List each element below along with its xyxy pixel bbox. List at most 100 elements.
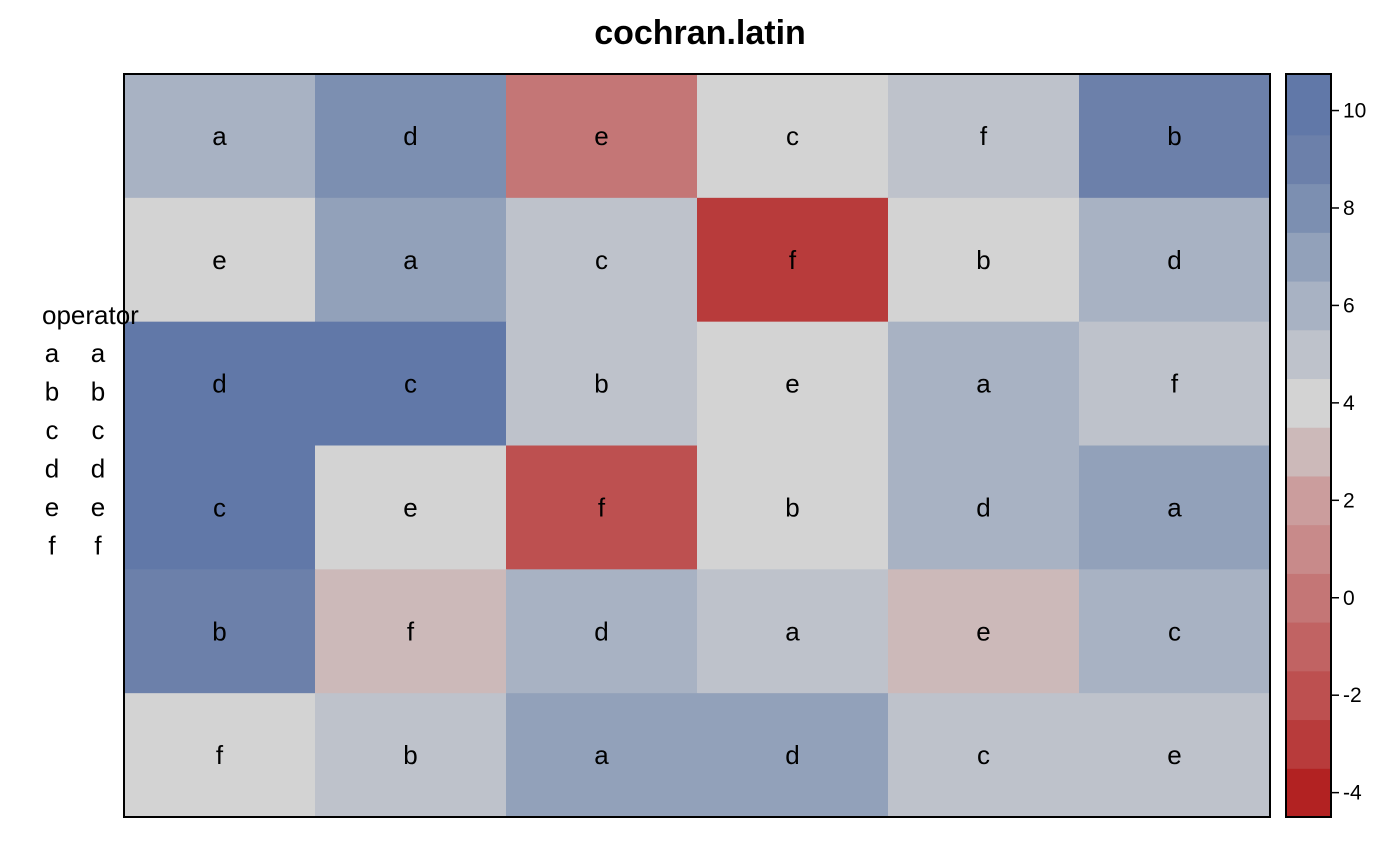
cell-label: b — [976, 245, 990, 275]
cell-label: a — [976, 369, 991, 399]
heatmap-cell — [888, 197, 1080, 323]
heatmap-cell — [888, 445, 1080, 570]
heatmap-cell — [315, 569, 507, 694]
heatmap-cell — [315, 693, 507, 818]
heatmap-cell — [506, 321, 698, 446]
heatmap-cell — [315, 197, 507, 323]
cell-label: a — [785, 616, 800, 646]
heatmap-cell — [697, 74, 889, 199]
colorbar: -4 -2 0 2 4 6 8 10 — [1285, 73, 1366, 818]
cell-label: b — [403, 740, 417, 770]
heatmap-cells: a d e c f b e a c f b d d c b e a f c e f b d a b f d a e c f b a d c e — [124, 74, 1271, 818]
cell-label: b — [785, 492, 799, 522]
heatmap-cell — [506, 569, 698, 694]
legend-value: c — [92, 415, 105, 445]
colorbar-border — [1285, 73, 1332, 818]
cell-label: c — [1168, 616, 1181, 646]
cell-label: d — [594, 616, 608, 646]
heatmap-cell — [506, 197, 698, 323]
heatmap-cell — [506, 74, 698, 199]
cell-label: b — [1167, 121, 1181, 151]
colorbar-segment — [1286, 427, 1331, 477]
cell-label: a — [212, 121, 227, 151]
cell-label: c — [595, 245, 608, 275]
cell-label: c — [786, 121, 799, 151]
cell-label: a — [594, 740, 609, 770]
cell-label: b — [212, 616, 226, 646]
colorbar-segment — [1286, 74, 1331, 136]
legend-key: c — [46, 415, 59, 445]
colorbar-tick-label: 6 — [1343, 294, 1355, 317]
colorbar-segment — [1286, 475, 1331, 526]
cell-label: d — [403, 121, 417, 151]
heatmap-cell — [1079, 569, 1271, 694]
heatmap-cell — [1079, 693, 1271, 818]
colorbar-tick-label: 2 — [1343, 489, 1355, 512]
colorbar-tick-label: 0 — [1343, 587, 1355, 610]
heatmap-cell — [124, 693, 316, 818]
heatmap-cell — [315, 321, 507, 446]
cell-label: c — [977, 740, 990, 770]
cell-label: a — [1167, 492, 1182, 522]
heatmap-cell — [124, 321, 316, 446]
colorbar-tick-label: 4 — [1343, 392, 1355, 415]
operator-legend: operator a ab bc cd de ef f — [42, 300, 139, 561]
colorbar-segment — [1286, 329, 1331, 380]
colorbar-segment — [1286, 378, 1331, 428]
colorbar-tick-label: -4 — [1343, 782, 1362, 805]
colorbar-segment — [1286, 622, 1331, 672]
legend-key: a — [45, 338, 60, 368]
heatmap-cell — [888, 321, 1080, 446]
legend-title: operator — [42, 300, 139, 330]
legend-key: b — [45, 377, 59, 407]
colorbar-segment — [1286, 768, 1331, 818]
legend-value: f — [94, 531, 102, 561]
cell-label: e — [594, 121, 608, 151]
cell-label: f — [980, 121, 988, 151]
colorbar-tick-label: 10 — [1343, 100, 1366, 123]
colorbar-segment — [1286, 232, 1331, 282]
cell-label: d — [1167, 245, 1181, 275]
cell-label: c — [404, 369, 417, 399]
colorbar-segment — [1286, 719, 1331, 769]
colorbar-segment — [1286, 670, 1331, 721]
heatmap-cell — [888, 74, 1080, 199]
legend-key: e — [45, 492, 59, 522]
heatmap-cell — [315, 445, 507, 570]
cell-label: f — [407, 616, 415, 646]
heatmap-cell — [315, 74, 507, 199]
heatmap-cell — [506, 693, 698, 818]
cell-label: d — [976, 492, 990, 522]
heatmap-cell — [124, 569, 316, 694]
legend-key: d — [45, 454, 59, 484]
cell-label: d — [785, 740, 799, 770]
cell-label: d — [212, 369, 226, 399]
heatmap-cell — [697, 569, 889, 694]
cell-label: f — [1171, 369, 1179, 399]
heatmap-cell — [697, 693, 889, 818]
cell-label: a — [403, 245, 418, 275]
chart-title: cochran.latin — [594, 14, 806, 52]
cell-label: e — [785, 369, 799, 399]
heatmap-cell — [124, 445, 316, 570]
colorbar-segment — [1286, 573, 1331, 623]
colorbar-segment — [1286, 281, 1331, 331]
cell-label: e — [976, 616, 990, 646]
cell-label: f — [216, 740, 224, 770]
colorbar-segment — [1286, 183, 1331, 233]
colorbar-segment — [1286, 134, 1331, 185]
heatmap-cell — [506, 445, 698, 570]
heatmap-cell — [1079, 74, 1271, 199]
plot-border — [123, 73, 1271, 818]
cell-label: e — [403, 492, 417, 522]
cell-label: f — [598, 492, 606, 522]
cell-label: b — [594, 369, 608, 399]
heatmap-cell — [697, 197, 889, 323]
heatmap-cell — [124, 197, 316, 323]
heatmap-cell — [697, 445, 889, 570]
legend-value: a — [91, 338, 106, 368]
colorbar-tick-label: 8 — [1343, 197, 1355, 220]
heatmap-cell — [697, 321, 889, 446]
legend-value: d — [91, 454, 105, 484]
